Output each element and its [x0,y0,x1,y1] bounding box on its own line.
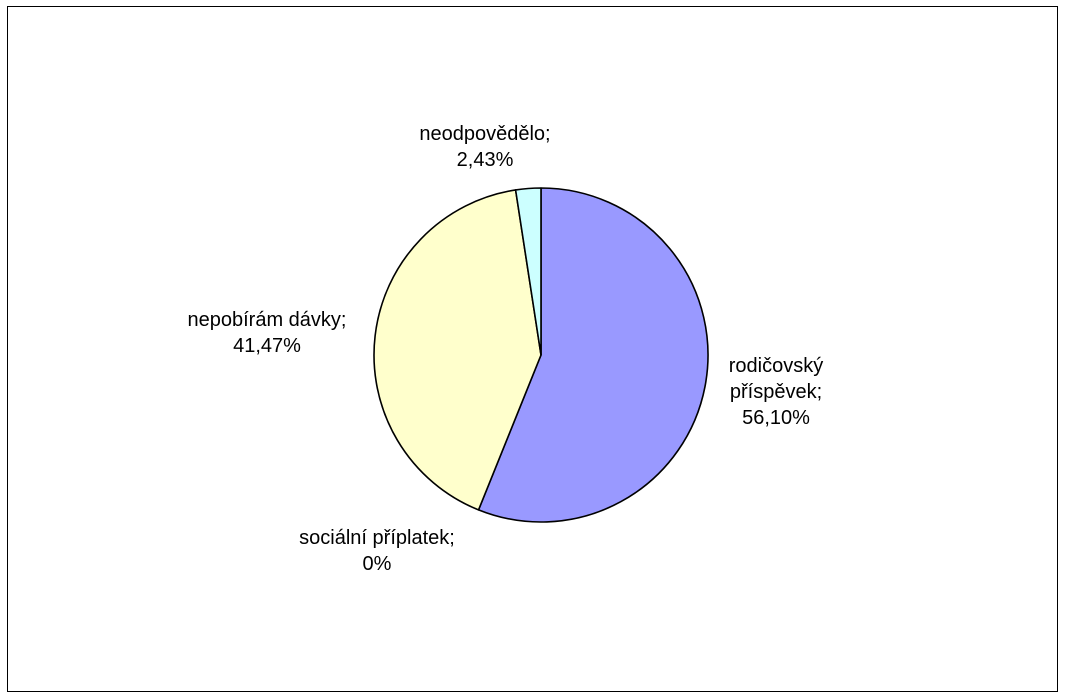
pie-slice-rodicovsky-prispevek [477,187,709,523]
data-label-socialni-priplatek: sociální příplatek; 0% [299,527,455,575]
data-label-rodicovsky-prispevek: rodičovský příspěvek; 56,10% [729,355,823,429]
data-label-nepobiram-davky: nepobírám dávky; 41,47% [188,309,347,357]
pie-slice-neodpovedelo [514,187,542,356]
data-label-neodpovedelo: neodpovědělo; 2,43% [419,123,550,171]
pie-slice-nepobiram-davky [373,189,542,511]
